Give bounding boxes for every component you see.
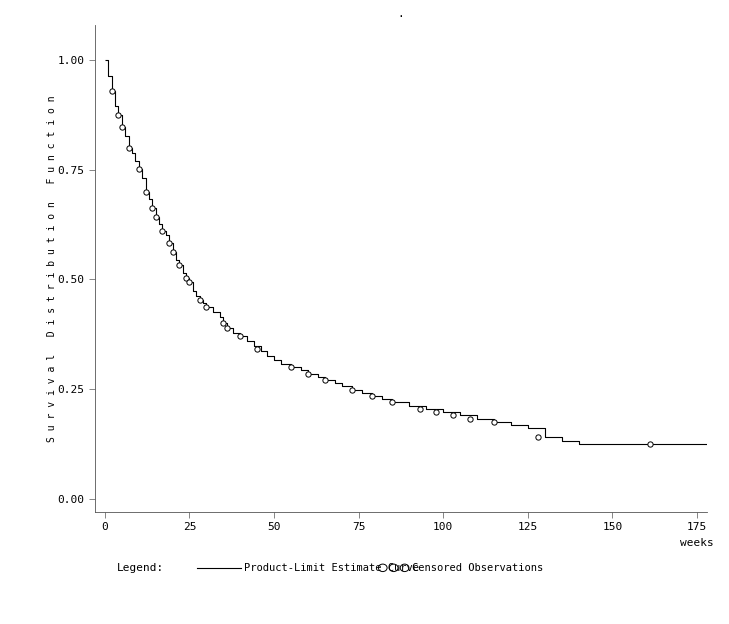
- Y-axis label: S u r v i v a l   D i s t r i b u t i o n   F u n c t i o n: S u r v i v a l D i s t r i b u t i o n …: [47, 95, 57, 442]
- Text: Product-Limit Estimate Curve: Product-Limit Estimate Curve: [244, 563, 419, 573]
- Title: .: .: [397, 9, 405, 19]
- Text: Legend:: Legend:: [117, 563, 164, 573]
- Text: Censored Observations: Censored Observations: [412, 563, 543, 573]
- Text: weeks: weeks: [679, 539, 713, 548]
